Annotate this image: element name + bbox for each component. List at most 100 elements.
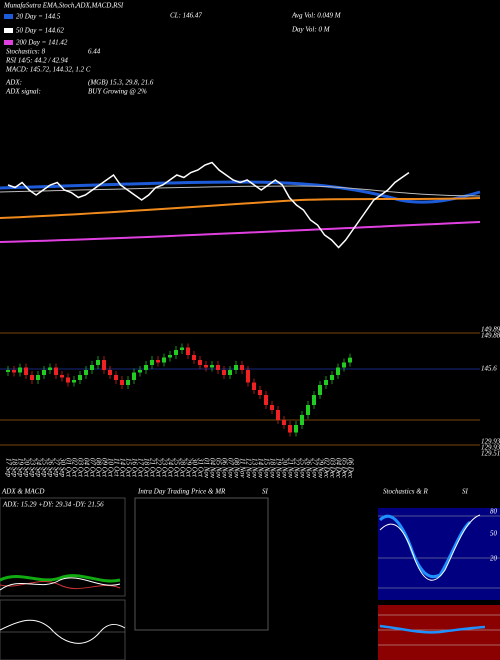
candle (282, 420, 286, 425)
price-label: 149.88 (481, 332, 500, 340)
date-label: 23 Sep (28, 458, 36, 477)
date-label: 01 Nov (202, 458, 210, 479)
date-label: 20 Nov (280, 458, 288, 479)
date-label: 25 Oct (172, 458, 180, 478)
candle (252, 382, 256, 390)
candle (324, 380, 328, 385)
date-label: 08 Oct (94, 458, 102, 478)
candle (312, 395, 316, 405)
date-label: 22 Nov (292, 458, 300, 479)
date-label: 24 Oct (166, 458, 174, 478)
candle (330, 375, 334, 380)
candle (60, 375, 64, 378)
candle (66, 377, 70, 383)
candle (258, 390, 262, 395)
day-vol: Day Vol: 0 M (291, 26, 331, 34)
price-label: 145.6 (481, 365, 497, 373)
candle (96, 360, 100, 365)
legend: 50 Day = 144.62 (16, 27, 64, 35)
candle (198, 360, 202, 365)
date-label: 18 Sep (10, 458, 18, 477)
date-label: 18 Nov (268, 458, 276, 479)
candle (228, 370, 232, 375)
ind: RSI 14/5: 44.2 / 42.94 (5, 57, 68, 65)
date-label: 26 Sep (46, 458, 54, 477)
date-label: 02 Dec (322, 458, 330, 479)
date-label: 09 Oct (100, 458, 108, 478)
adx-line (0, 577, 121, 591)
candle (132, 372, 136, 380)
ema-50 (0, 185, 481, 197)
date-label: 08 Nov (232, 458, 240, 479)
date-label: 06 Dec (346, 458, 354, 479)
candle (210, 365, 214, 368)
candle (138, 370, 142, 373)
ind: 6.44 (88, 48, 101, 56)
candle (54, 367, 58, 375)
candle (342, 362, 346, 368)
date-label: 19 Sep (16, 458, 24, 477)
date-label: 17 Oct (136, 458, 144, 478)
date-label: 04 Nov (208, 458, 216, 479)
price-label: 129.93 (481, 444, 500, 452)
panel-title: SI (462, 488, 469, 496)
candle (12, 370, 16, 373)
date-label: 18 Oct (142, 458, 150, 478)
ema-100 (0, 197, 481, 219)
date-label: 07 Nov (226, 458, 234, 479)
date-label: 25 Sep (40, 458, 48, 477)
date-label: 03 Dec (328, 458, 336, 479)
stoch-d (379, 514, 481, 581)
candle (186, 347, 190, 355)
date-label: 11 Oct (112, 458, 120, 477)
candle (306, 405, 310, 415)
avg-vol: Avg Vol: 0.049 M (291, 12, 342, 20)
date-label: 16 Oct (130, 458, 138, 478)
ind: (MGB) 15.3, 29.8, 21.6 (88, 79, 154, 87)
candle (120, 380, 124, 385)
panel-title: Stochastics & R (383, 488, 428, 496)
date-label: 11 Nov (238, 458, 246, 478)
rsi-line (379, 624, 486, 634)
bottom-panels: ADX & MACD ADX: 15.29 +DY: 29.34 -DY: 21… (0, 488, 500, 660)
adx-text: ADX: 15.29 +DY: 29.34 -DY: 21.56 (2, 501, 104, 509)
moving-averages (0, 180, 481, 243)
candle (240, 365, 244, 370)
date-label: 07 Oct (88, 458, 96, 478)
panel-title: Intra Day Trading Price & MR (137, 488, 226, 496)
candle (204, 365, 208, 368)
candle (90, 365, 94, 370)
date-label: 15 Nov (262, 458, 270, 479)
candle (174, 350, 178, 355)
candle (6, 370, 10, 372)
level-label: 80 (490, 508, 498, 516)
date-label: 20 Sep (22, 458, 30, 477)
title: MunafaSutra EMA,Stoch,ADX,MACD,RSI (3, 2, 124, 10)
date-label: 17 Sep (4, 458, 12, 477)
candle (348, 357, 352, 363)
date-label: 03 Oct (76, 458, 84, 478)
candle (36, 375, 40, 380)
swatch (4, 40, 13, 45)
date-label: 14 Nov (256, 458, 264, 479)
candle (102, 360, 106, 370)
candle (168, 355, 172, 358)
date-label: 29 Nov (316, 458, 324, 479)
date-label: 24 Sep (34, 458, 42, 477)
date-label: 26 Nov (304, 458, 312, 479)
candle (180, 347, 184, 350)
date-label: 25 Nov (298, 458, 306, 479)
date-label: 22 Oct (154, 458, 162, 478)
date-label: 05 Dec (340, 458, 348, 479)
date-label: 04 Dec (334, 458, 342, 479)
candle (126, 380, 130, 385)
date-label: 02 Oct (70, 458, 78, 478)
date-label: 27 Nov (310, 458, 318, 479)
price-label: 129.93 (481, 438, 500, 446)
panel-title: ADX & MACD (1, 488, 44, 496)
candle (216, 365, 220, 370)
close: CL: 146.47 (170, 12, 202, 20)
price-label: 129.51 (481, 450, 500, 458)
candle (72, 380, 76, 383)
